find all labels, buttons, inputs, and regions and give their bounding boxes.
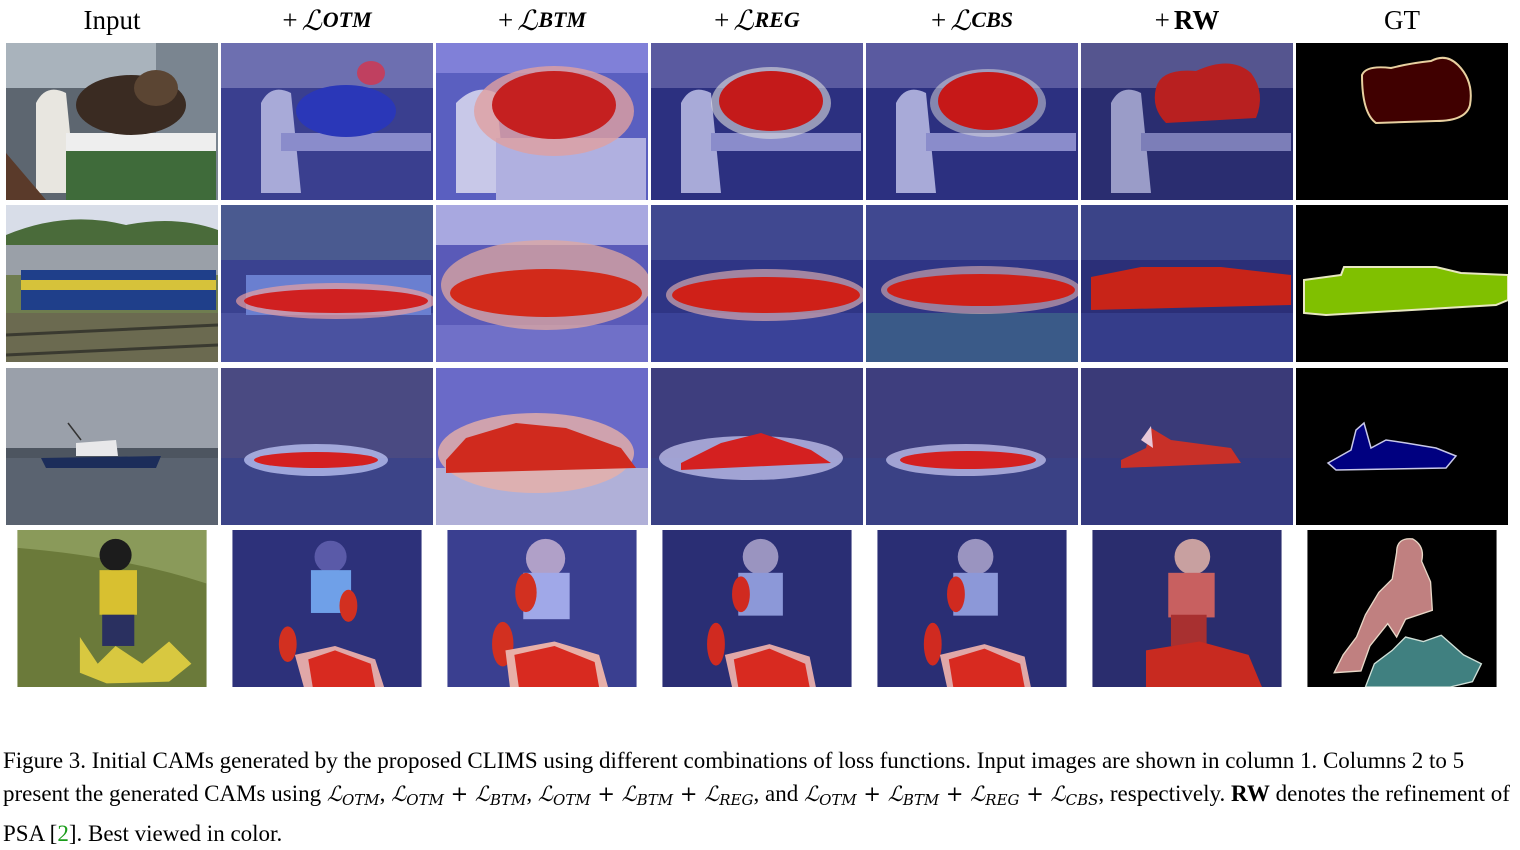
header-gt: GT [1296, 0, 1508, 40]
caption-m2-sub: OTM [406, 791, 444, 809]
caption-m4-plus3: + ℒ [1019, 782, 1066, 806]
row2-cam-otm [221, 205, 433, 362]
header-input-label: Input [83, 4, 141, 35]
caption-math-3: ℒOTM + ℒBTM + ℒREG [537, 782, 754, 809]
caption-m3-sub3: REG [719, 791, 754, 809]
caption-m4-plus2: + ℒ [939, 782, 986, 806]
caption-m2: ℒ [391, 782, 407, 806]
caption-sep3: , and [753, 781, 804, 806]
header-cbs-sub: CBS [971, 7, 1013, 32]
row1-cam-rw [1081, 43, 1293, 200]
row1-gt-mask [1296, 43, 1508, 200]
caption-m3: ℒ [537, 782, 554, 806]
header-btm-sub: BTM [538, 7, 587, 32]
header-reg-symbol: ℒ [733, 3, 754, 37]
row3-cam-btm [436, 368, 648, 525]
row2-cam-rw [1081, 205, 1293, 362]
caption-part2: , respectively. [1098, 781, 1232, 806]
caption-sep1: , [379, 781, 392, 806]
row4-gt-mask [1296, 530, 1508, 687]
row1-input-image [6, 43, 218, 200]
row2-cam-cbs [866, 205, 1078, 362]
row1-cam-reg [651, 43, 863, 200]
caption-m1-sub: OTM [341, 791, 380, 809]
row3-gt-mask [1296, 368, 1508, 525]
figure-caption: Figure 3. Initial CAMs generated by the … [3, 744, 1515, 850]
header-gt-label: GT [1384, 4, 1420, 35]
header-rw-label: RW [1173, 4, 1220, 35]
caption-m3-sub2: BTM [636, 791, 674, 809]
caption-part3: denotes the refinement of PSA [ [3, 781, 1510, 846]
row3-cam-reg [651, 368, 863, 525]
row4-cam-rw [1081, 530, 1293, 687]
row2-cam-btm [436, 205, 648, 362]
caption-part4: ]. Best viewed in color. [68, 821, 283, 846]
header-reg-sub: REG [754, 7, 800, 32]
header-btm: + ℒ BTM [436, 0, 648, 40]
caption-m2-sub2: BTM [490, 791, 527, 809]
row4-cam-cbs [866, 530, 1078, 687]
row3-input-image [6, 368, 218, 525]
caption-sep2: , [526, 781, 538, 806]
row2-input-image [6, 205, 218, 362]
caption-math-4: ℒOTM + ℒBTM + ℒREG + ℒCBS [803, 782, 1099, 809]
row4-cam-otm [221, 530, 433, 687]
row1-cam-cbs [866, 43, 1078, 200]
header-cbs-plus: + [931, 4, 947, 35]
header-otm-symbol: ℒ [301, 3, 322, 37]
header-cbs: + ℒ CBS [866, 0, 1078, 40]
row4-input-image [6, 530, 218, 687]
header-otm-plus: + [282, 4, 298, 35]
caption-m4-sub4: CBS [1065, 791, 1099, 809]
row2-cam-reg [651, 205, 863, 362]
caption-m4-sub3: REG [985, 791, 1020, 809]
row4-cam-reg [651, 530, 863, 687]
citation-link[interactable]: 2 [57, 821, 69, 846]
caption-m3-sub: OTM [553, 791, 591, 809]
header-otm: + ℒ OTM [221, 0, 433, 40]
header-rw: + RW [1081, 0, 1293, 40]
header-btm-symbol: ℒ [517, 3, 538, 37]
header-input: Input [6, 0, 218, 40]
row2-gt-mask [1296, 205, 1508, 362]
row3-cam-cbs [866, 368, 1078, 525]
caption-m4-plus: + ℒ [856, 782, 903, 806]
row1-cam-otm [221, 43, 433, 200]
caption-part1: Figure 3. Initial CAMs generated by the … [3, 748, 1465, 806]
caption-m4-sub2: BTM [902, 791, 940, 809]
header-btm-plus: + [497, 4, 514, 35]
caption-math-1: ℒOTM [326, 782, 380, 809]
header-cbs-symbol: ℒ [950, 3, 971, 37]
caption-m4: ℒ [803, 782, 820, 806]
caption-m1: ℒ [326, 782, 342, 806]
header-reg: + ℒ REG [651, 0, 863, 40]
row4-cam-btm [436, 530, 648, 687]
header-otm-sub: OTM [322, 7, 372, 32]
row3-cam-rw [1081, 368, 1293, 525]
caption-m4-sub: OTM [819, 791, 857, 809]
caption-m2-plus: + ℒ [443, 782, 491, 806]
row1-cam-btm [436, 43, 648, 200]
caption-m3-plus2: + ℒ [673, 782, 720, 806]
row3-cam-otm [221, 368, 433, 525]
header-rw-plus: + [1154, 4, 1170, 35]
header-reg-plus: + [714, 4, 730, 35]
caption-rw: RW [1231, 781, 1270, 806]
caption-math-2: ℒOTM + ℒBTM [391, 782, 527, 809]
caption-m3-plus: + ℒ [590, 782, 637, 806]
